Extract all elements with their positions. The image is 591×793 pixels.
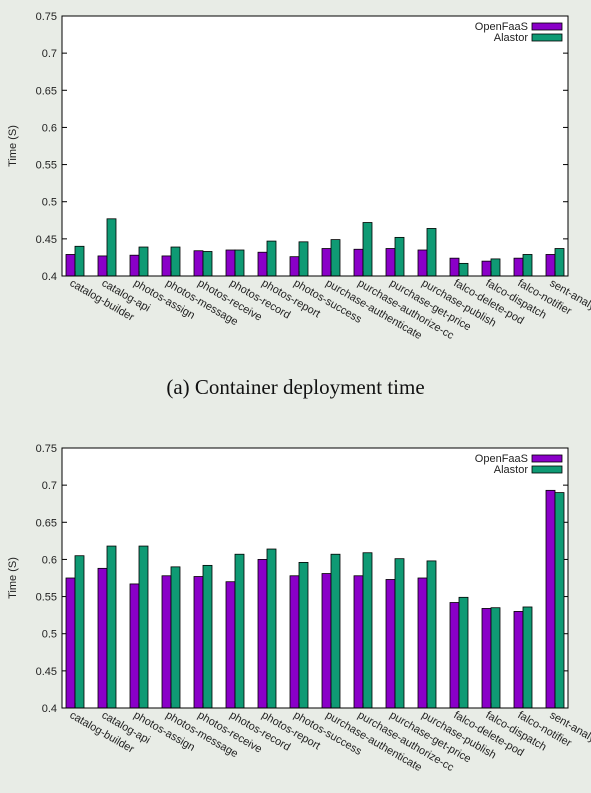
- legend-swatch-openfaas: [531, 454, 563, 463]
- bar-openfaas-photos-assign: [129, 254, 140, 277]
- legend-label-openfaas: OpenFaaS: [475, 453, 528, 465]
- bar-alastor-purchase-authorize-cc: [362, 222, 373, 277]
- bar-alastor-purchase-publish: [426, 228, 437, 277]
- bar-openfaas-falco-dispatch: [481, 260, 492, 277]
- legend-label-alastor: Alastor: [494, 464, 529, 476]
- legend-swatch-alastor: [531, 465, 563, 474]
- bar-openfaas-photos-message: [161, 255, 172, 277]
- bar-alastor-photos-assign: [138, 246, 149, 277]
- bar-openfaas-photos-record: [225, 581, 236, 709]
- bar-openfaas-purchase-authenticate: [321, 573, 332, 709]
- y-tick-label: 0.65: [36, 517, 57, 529]
- bar-openfaas-purchase-authorize-cc: [353, 248, 364, 277]
- legend-label-alastor: Alastor: [494, 32, 529, 44]
- bar-openfaas-falco-delete-pod: [449, 257, 460, 277]
- y-tick-label: 0.4: [42, 703, 57, 715]
- bar-alastor-photos-receive: [202, 564, 213, 709]
- bar-openfaas-photos-receive: [193, 250, 204, 277]
- bar-openfaas-photos-report: [257, 559, 268, 709]
- bar-alastor-catalog-api: [106, 545, 117, 709]
- y-tick-label: 0.6: [42, 554, 57, 566]
- plot-frame: [61, 15, 569, 277]
- bar-openfaas-catalog-api: [97, 255, 108, 277]
- legend-label-openfaas: OpenFaaS: [475, 21, 528, 33]
- bar-openfaas-purchase-authenticate: [321, 248, 332, 277]
- bar-openfaas-falco-notifier: [513, 257, 524, 277]
- bar-alastor-falco-dispatch: [490, 258, 501, 277]
- bar-openfaas-falco-notifier: [513, 611, 524, 709]
- bar-alastor-purchase-authenticate: [330, 553, 341, 709]
- bar-alastor-catalog-builder: [74, 245, 85, 277]
- plot-frame: [61, 447, 569, 709]
- y-tick-label: 0.45: [36, 666, 57, 678]
- y-tick-label: 0.55: [36, 160, 57, 172]
- y-tick-label: 0.5: [42, 629, 57, 641]
- legend-swatch-alastor: [531, 33, 563, 42]
- y-tick-label: 0.7: [42, 480, 57, 492]
- bar-alastor-falco-notifier: [522, 606, 533, 709]
- bar-openfaas-falco-dispatch: [481, 608, 492, 709]
- bar-openfaas-photos-record: [225, 249, 236, 277]
- bar-alastor-falco-delete-pod: [458, 262, 469, 277]
- bar-alastor-sent-analysis: [554, 492, 565, 709]
- chart-caption-a: (a) Container deployment time: [166, 375, 425, 399]
- bar-openfaas-falco-delete-pod: [449, 602, 460, 709]
- bar-openfaas-photos-report: [257, 251, 268, 277]
- bar-alastor-purchase-publish: [426, 560, 437, 709]
- y-tick-label: 0.65: [36, 85, 57, 97]
- bar-openfaas-photos-message: [161, 575, 172, 709]
- y-tick-label: 0.7: [42, 48, 57, 60]
- y-axis-label: Time (S): [7, 125, 19, 167]
- bar-openfaas-purchase-publish: [417, 577, 428, 709]
- y-tick-label: 0.75: [36, 11, 57, 23]
- bar-openfaas-photos-success: [289, 575, 300, 709]
- bar-openfaas-sent-analysis: [545, 489, 556, 709]
- bar-alastor-photos-message: [170, 566, 181, 709]
- bar-alastor-sent-analysis: [554, 248, 565, 277]
- bar-alastor-falco-delete-pod: [458, 596, 469, 709]
- bar-alastor-photos-success: [298, 561, 309, 709]
- bar-alastor-photos-record: [234, 249, 245, 277]
- plot-area: [62, 16, 568, 276]
- bar-openfaas-catalog-api: [97, 567, 108, 709]
- y-axis-label: Time (S): [7, 557, 19, 599]
- bar-openfaas-purchase-authorize-cc: [353, 575, 364, 709]
- bar-alastor-photos-assign: [138, 545, 149, 709]
- bar-openfaas-photos-assign: [129, 583, 140, 709]
- bar-openfaas-catalog-builder: [65, 577, 76, 709]
- bar-openfaas-photos-success: [289, 256, 300, 277]
- bar-alastor-photos-record: [234, 553, 245, 709]
- y-tick-label: 0.4: [42, 271, 57, 283]
- bar-alastor-photos-success: [298, 241, 309, 277]
- bar-openfaas-purchase-publish: [417, 249, 428, 277]
- y-tick-label: 0.55: [36, 592, 57, 604]
- y-tick-label: 0.75: [36, 443, 57, 455]
- bar-alastor-photos-receive: [202, 251, 213, 277]
- bar-alastor-purchase-authorize-cc: [362, 552, 373, 709]
- bar-openfaas-purchase-get-price: [385, 579, 396, 709]
- bar-alastor-catalog-builder: [74, 555, 85, 709]
- bar-openfaas-catalog-builder: [65, 254, 76, 277]
- bar-alastor-falco-notifier: [522, 254, 533, 277]
- bar-alastor-purchase-get-price: [394, 558, 405, 709]
- y-tick-label: 0.45: [36, 234, 57, 246]
- bar-alastor-purchase-get-price: [394, 236, 405, 277]
- bar-openfaas-purchase-get-price: [385, 248, 396, 277]
- bar-alastor-catalog-api: [106, 218, 117, 277]
- bar-alastor-photos-message: [170, 246, 181, 277]
- y-tick-label: 0.5: [42, 197, 57, 209]
- bar-alastor-purchase-authenticate: [330, 239, 341, 277]
- legend-swatch-openfaas: [531, 22, 563, 31]
- bar-openfaas-photos-receive: [193, 576, 204, 709]
- bar-alastor-photos-report: [266, 240, 277, 277]
- bar-alastor-falco-dispatch: [490, 607, 501, 709]
- bar-openfaas-sent-analysis: [545, 254, 556, 277]
- bar-alastor-photos-report: [266, 548, 277, 709]
- y-tick-label: 0.6: [42, 122, 57, 134]
